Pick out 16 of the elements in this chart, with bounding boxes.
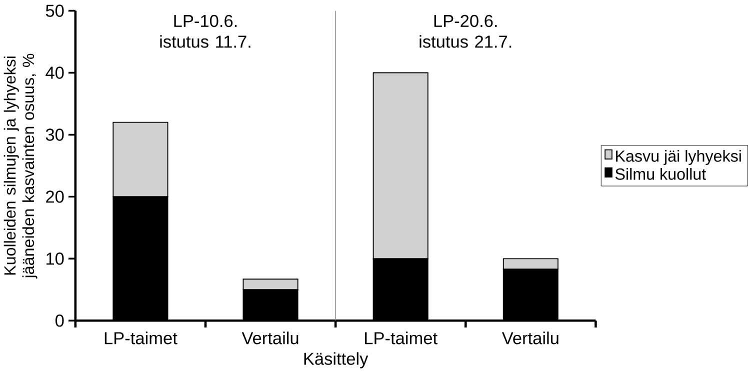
y-tick-label: 50	[46, 4, 64, 17]
x-tick-label: Vertailu	[502, 332, 558, 344]
x-tick-label: LP-taimet	[365, 332, 438, 344]
y-tick-label: 0	[55, 314, 64, 327]
y-tick-label: 10	[46, 252, 64, 265]
x-tick-label: LP-taimet	[104, 332, 178, 344]
y-tick-label: 20	[46, 190, 64, 203]
y-tick-label: 30	[46, 128, 64, 141]
annotation: LP-10.6. istutus 11.7.	[160, 14, 250, 48]
x-axis-title: Käsittely	[304, 352, 368, 368]
legend-label: Kasvu jäi lyhyeksi	[616, 150, 741, 165]
legend-label: Silmu kuollut	[615, 168, 706, 180]
annotation: LP-20.6. istutus 21.7.	[420, 14, 512, 48]
x-tick-label: Vertailu	[242, 332, 298, 344]
y-axis-title: Kuolleiden silmujen ja lyhyeksi jääneiden kasvainten osuus, %	[4, 54, 38, 279]
y-tick-label: 40	[46, 66, 64, 79]
